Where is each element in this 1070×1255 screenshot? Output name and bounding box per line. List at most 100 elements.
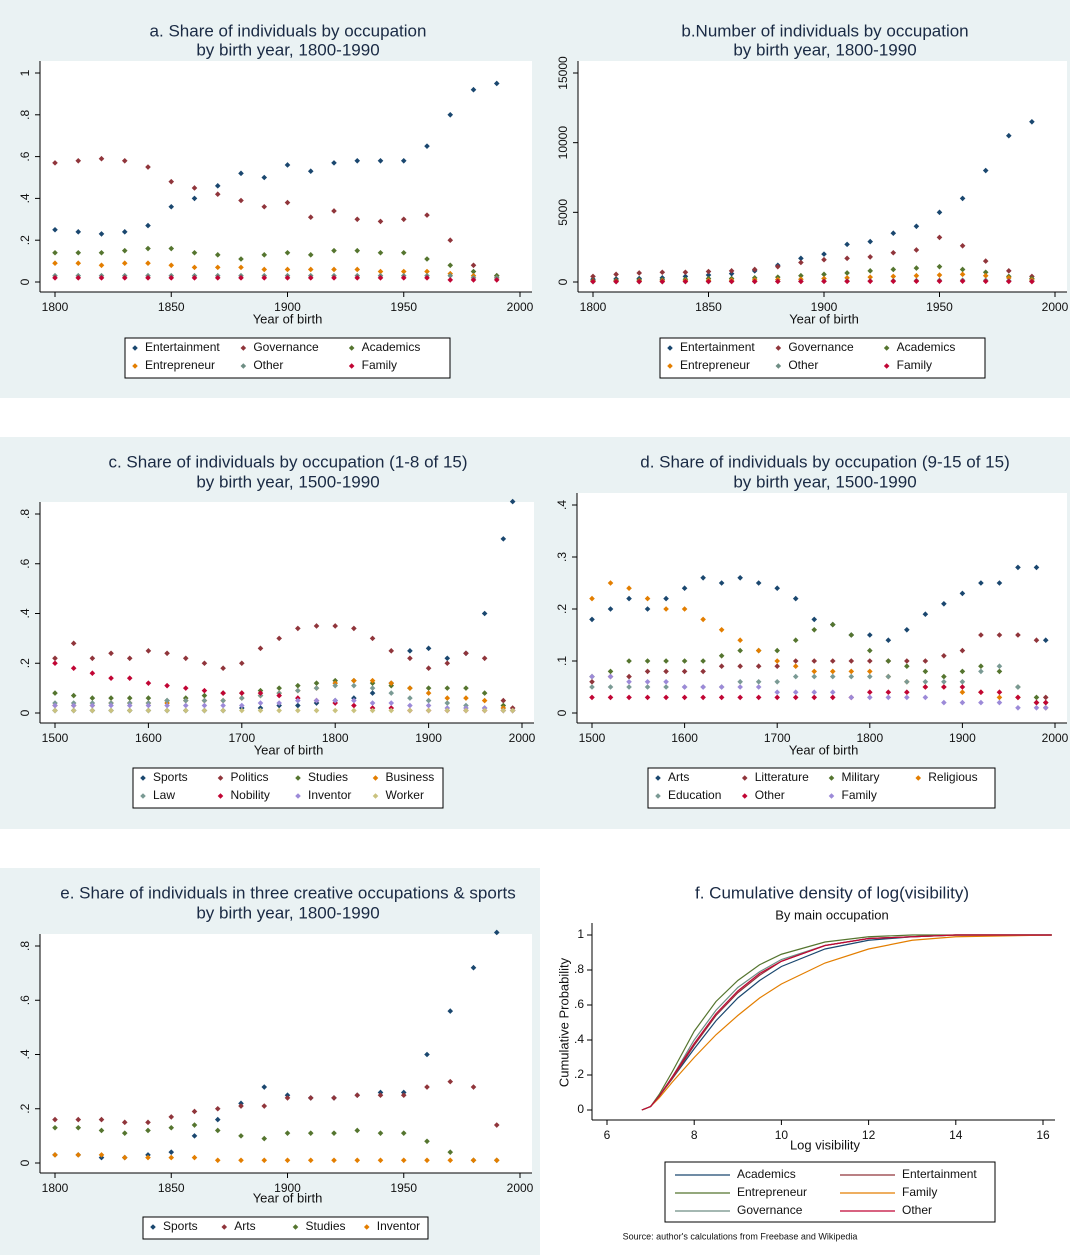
point [377,1157,384,1164]
point [829,658,836,664]
point [982,258,989,264]
point [996,580,1003,586]
y-tick-label: .3 [555,552,569,562]
point [75,157,82,164]
point [307,214,314,221]
point [145,164,151,170]
legend-swatch [828,775,835,781]
point [276,692,282,699]
y-tick-label: .2 [18,658,32,668]
point [400,1157,407,1164]
point [108,675,114,681]
y-tick-label: .4 [574,1032,584,1046]
point [885,694,892,701]
point [388,690,395,696]
point [424,268,430,275]
x-tick-label: 1500 [579,731,606,745]
point [755,580,762,586]
legend-swatch [140,793,146,799]
point [238,1157,244,1164]
point [126,675,133,681]
point [89,655,96,662]
point [400,1092,407,1098]
chart-title: by birth year, 1500-1990 [196,472,379,491]
legend-label: Sports [163,1219,198,1233]
legend-swatch [655,775,661,781]
point [238,256,244,262]
point [444,707,451,714]
legend-label: Entrepreneur [737,1185,807,1199]
point [407,702,413,709]
point [400,268,407,275]
legend-label: Arts [668,770,689,784]
point [904,679,910,685]
point [774,679,780,685]
point [663,679,669,685]
y-tick-label: 10000 [556,126,570,160]
legend-label: Inventor [377,1219,420,1233]
point [182,707,189,714]
point [959,242,966,249]
point [425,685,432,691]
point [400,1130,407,1136]
legend-swatch [140,775,146,781]
point [168,275,175,281]
point [463,707,469,714]
point [354,216,361,223]
point [276,635,282,642]
point [145,1119,151,1126]
point [941,653,947,659]
point [644,684,651,690]
point [774,694,780,701]
point [307,168,314,175]
point [307,266,314,273]
point [307,252,314,258]
point [589,673,595,680]
point [108,650,114,657]
point [70,640,77,647]
point [681,684,688,690]
point [644,658,651,664]
point [644,595,651,602]
chart-title: by birth year, 1800-1990 [733,40,916,59]
legend-label: Entertainment [145,340,220,354]
point [261,266,268,273]
legend-swatch [348,363,355,369]
point [470,86,477,93]
point [844,275,850,281]
point [126,655,133,662]
point [295,697,301,704]
point [108,707,114,714]
point [447,1149,454,1155]
x-tick-label: 1800 [42,1181,69,1195]
point [331,275,337,281]
point [1042,637,1049,643]
legend-box [659,337,986,379]
legend-label: Law [153,788,175,802]
point [589,684,595,690]
point [470,268,477,275]
point [829,694,836,701]
legend-box [132,767,444,809]
point [798,255,804,262]
point [867,238,873,245]
point [1015,705,1021,711]
point [1006,268,1012,274]
legend-swatch [132,363,138,369]
point [377,1092,384,1098]
point [52,249,58,256]
y-tick-label: 5000 [556,199,570,226]
x-tick-label: 1900 [949,731,976,745]
point [121,260,128,266]
point [982,278,989,285]
y-tick-label: .2 [18,235,32,245]
point [922,684,929,690]
point [811,658,818,664]
line [641,934,1052,1111]
point [751,278,758,285]
point [121,1154,128,1161]
x-tick-label: 1950 [390,1181,417,1195]
point [164,702,170,709]
point [644,606,651,612]
legend-swatch [217,793,224,799]
